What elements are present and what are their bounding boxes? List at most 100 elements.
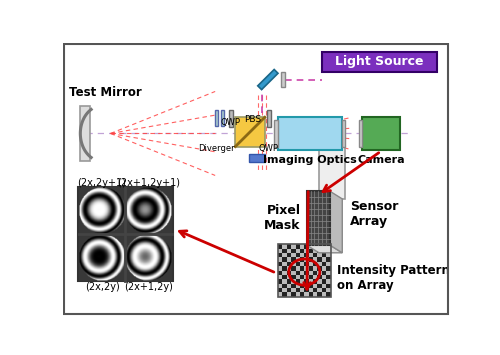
Bar	[286, 262, 291, 266]
Bar	[291, 275, 296, 279]
Bar	[286, 275, 291, 279]
Bar	[296, 253, 300, 257]
Bar	[286, 279, 291, 284]
Bar	[318, 288, 322, 292]
Bar	[291, 279, 296, 284]
Text: PBS: PBS	[244, 115, 261, 124]
Bar	[322, 253, 326, 257]
Bar	[300, 266, 304, 271]
Bar	[318, 284, 322, 288]
Text: (2x,2y+1): (2x,2y+1)	[78, 178, 126, 188]
Bar	[308, 275, 313, 279]
Bar	[304, 284, 308, 288]
Bar	[291, 266, 296, 271]
Bar	[326, 262, 330, 266]
Bar	[282, 284, 286, 288]
Bar	[308, 253, 313, 257]
Bar	[304, 279, 308, 284]
Bar	[308, 284, 313, 288]
Bar	[308, 279, 313, 284]
Bar	[326, 244, 330, 249]
Bar	[326, 257, 330, 262]
Bar	[308, 244, 313, 249]
Bar	[291, 244, 296, 249]
Bar	[296, 262, 300, 266]
Bar	[322, 292, 326, 297]
Text: Light Source: Light Source	[335, 55, 424, 69]
Bar	[319, 145, 345, 199]
Bar	[304, 271, 308, 275]
Text: (2x+1,2y): (2x+1,2y)	[124, 283, 173, 293]
Bar	[296, 257, 300, 262]
Bar	[291, 262, 296, 266]
Bar	[278, 266, 282, 271]
Bar	[78, 187, 172, 281]
Bar	[322, 288, 326, 292]
Bar	[318, 271, 322, 275]
Text: Camera: Camera	[357, 155, 405, 165]
Bar	[296, 266, 300, 271]
Text: Test Mirror: Test Mirror	[68, 86, 142, 99]
Bar	[278, 288, 282, 292]
Bar	[313, 288, 318, 292]
Bar	[300, 275, 304, 279]
Bar	[326, 253, 330, 257]
Bar	[278, 244, 330, 297]
Bar	[306, 191, 330, 245]
Bar	[318, 253, 322, 257]
Bar	[291, 292, 296, 297]
Bar	[296, 244, 300, 249]
Bar	[296, 271, 300, 275]
Bar	[278, 257, 282, 262]
Bar	[267, 110, 271, 126]
Bar	[296, 284, 300, 288]
Bar	[296, 275, 300, 279]
Bar	[304, 262, 308, 266]
Bar	[296, 288, 300, 292]
Bar	[286, 266, 291, 271]
Bar	[360, 120, 362, 147]
Bar	[282, 271, 286, 275]
Bar	[313, 253, 318, 257]
Bar	[308, 271, 313, 275]
Text: QWP: QWP	[220, 118, 240, 127]
Bar	[313, 249, 318, 253]
Bar	[304, 244, 308, 249]
Bar	[308, 288, 313, 292]
Bar	[229, 110, 233, 126]
Bar	[308, 266, 313, 271]
Bar	[281, 72, 285, 87]
Bar	[318, 266, 322, 271]
Bar	[282, 288, 286, 292]
Bar	[291, 271, 296, 275]
Bar	[296, 279, 300, 284]
Bar	[286, 253, 291, 257]
Bar	[313, 271, 318, 275]
Bar	[286, 244, 291, 249]
Bar	[300, 271, 304, 275]
Bar	[278, 275, 282, 279]
Bar	[286, 292, 291, 297]
Bar	[326, 271, 330, 275]
Bar	[304, 288, 308, 292]
Text: Intensity Pattern
on Array: Intensity Pattern on Array	[337, 264, 450, 292]
Bar	[304, 257, 308, 262]
Bar	[80, 106, 90, 161]
Bar	[300, 292, 304, 297]
Bar	[313, 275, 318, 279]
Bar	[308, 257, 313, 262]
Bar	[318, 257, 322, 262]
Bar	[326, 292, 330, 297]
Bar	[291, 284, 296, 288]
Bar	[282, 266, 286, 271]
Bar	[282, 279, 286, 284]
Bar	[286, 271, 291, 275]
Bar	[322, 244, 326, 249]
Bar	[300, 279, 304, 284]
Bar	[300, 284, 304, 288]
Bar	[326, 279, 330, 284]
Text: QWP: QWP	[258, 144, 278, 153]
Bar	[278, 279, 282, 284]
Polygon shape	[330, 191, 342, 253]
Bar	[313, 266, 318, 271]
